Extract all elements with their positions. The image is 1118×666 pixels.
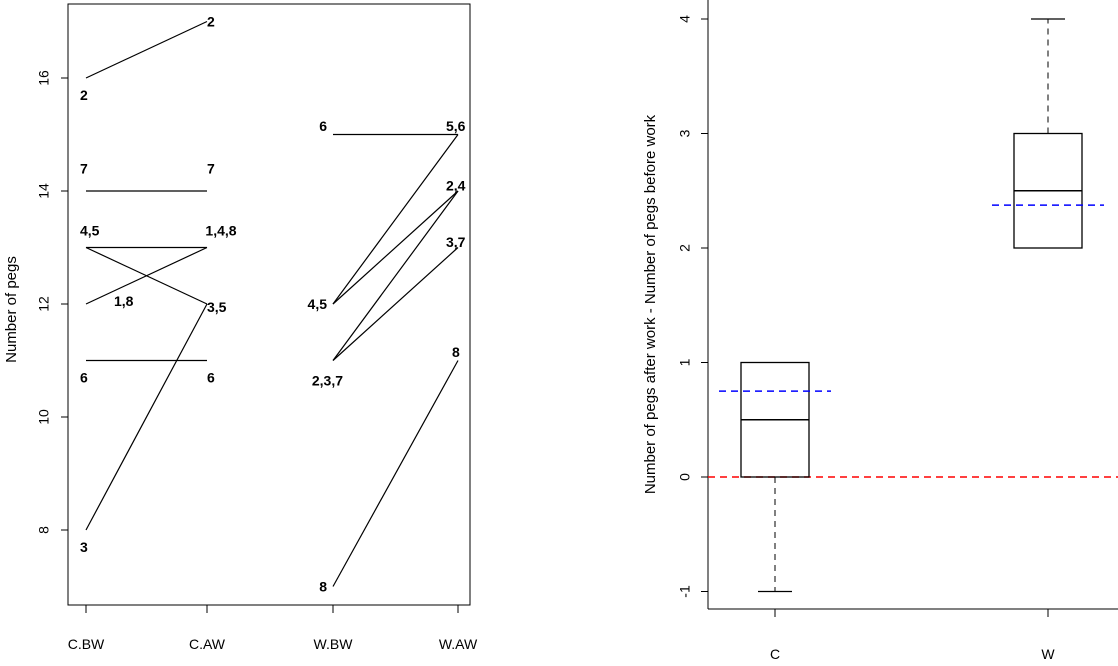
point-label: 4,5 xyxy=(308,296,328,312)
right-y-tick-label: 3 xyxy=(677,129,693,137)
subject-line xyxy=(332,190,459,305)
point-label: 8 xyxy=(452,344,460,360)
left-x-tick-label: C.BW xyxy=(68,636,105,652)
left-y-tick-label: 14 xyxy=(36,183,52,199)
left-x-tick-label: W.AW xyxy=(439,636,478,652)
point-label: 6 xyxy=(207,369,215,385)
left-y-tick-label: 12 xyxy=(36,296,52,312)
point-label: 3,5 xyxy=(207,299,227,315)
subject-line xyxy=(85,246,208,305)
left-y-tick-label: 16 xyxy=(36,70,52,86)
left-y-tick-label: 8 xyxy=(36,526,52,534)
right-y-tick-label: 2 xyxy=(677,244,693,252)
point-label: 6 xyxy=(319,118,327,134)
point-label: 2,3,7 xyxy=(312,372,343,388)
right-y-tick-label: 0 xyxy=(677,473,693,481)
point-label: 8 xyxy=(319,579,327,595)
point-label: 3 xyxy=(80,539,88,555)
subject-line xyxy=(332,360,459,587)
box-plot-chart: Number of pegs after work - Number of pe… xyxy=(642,0,1118,662)
point-label: 3,7 xyxy=(446,234,466,250)
point-label: 2 xyxy=(207,14,215,30)
left-y-axis-title: Number of pegs xyxy=(3,256,20,363)
right-y-tick-label: -1 xyxy=(677,585,693,598)
point-label: 7 xyxy=(80,160,88,176)
right-x-tick-label: W xyxy=(1041,646,1055,662)
right-y-axis-title: Number of pegs after work - Number of pe… xyxy=(642,114,659,494)
point-label: 6 xyxy=(80,369,88,385)
point-label: 1,8 xyxy=(114,293,134,309)
point-label: 1,4,8 xyxy=(205,223,236,239)
point-label: 2,4 xyxy=(446,177,466,193)
subject-line xyxy=(85,303,208,531)
subject-line xyxy=(332,247,459,361)
subject-line xyxy=(332,190,459,361)
point-label: 7 xyxy=(207,160,215,176)
left-y-tick-label: 10 xyxy=(36,409,52,425)
left-x-tick-label: C.AW xyxy=(189,636,226,652)
left-x-tick-label: W.BW xyxy=(314,636,354,652)
point-label: 5,6 xyxy=(446,118,466,134)
right-y-tick-label: 4 xyxy=(677,15,693,23)
right-y-tick-label: 1 xyxy=(677,358,693,366)
point-label: 4,5 xyxy=(80,223,100,239)
point-label: 2 xyxy=(80,87,88,103)
subject-line xyxy=(332,134,459,305)
paired-line-chart: Number of pegs 8 10 12 14 16 C.BW C.AW W.BW W.AW… xyxy=(3,3,478,652)
subject-line xyxy=(85,20,208,79)
right-x-tick-label: C xyxy=(770,646,780,662)
